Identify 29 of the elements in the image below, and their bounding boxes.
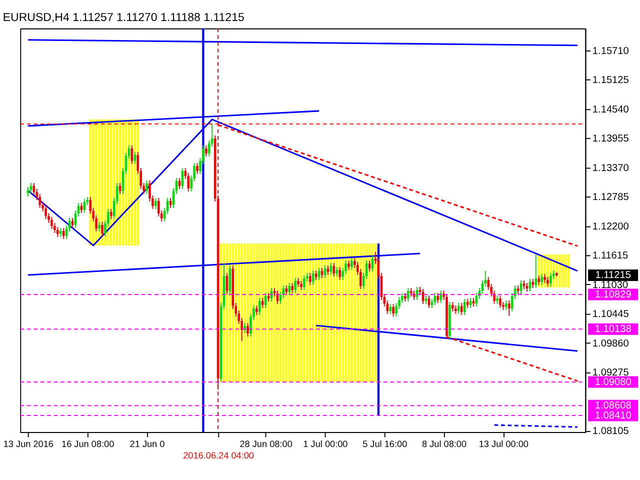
y-tick-label: 1.12200 bbox=[592, 221, 630, 232]
text: 1.11215 bbox=[595, 270, 632, 282]
ref-line-label: 1.08410 bbox=[594, 410, 632, 422]
y-tick-label: 1.10445 bbox=[592, 309, 630, 320]
y-tick-label: 1.12785 bbox=[592, 192, 630, 204]
x-tick-label: 21 Jun 0 bbox=[130, 438, 165, 449]
x-tick-label: 13 Jul 00:00 bbox=[478, 438, 528, 449]
x-tick-label: 28 Jun 08:00 bbox=[240, 438, 292, 449]
y-tick-label: 1.11030 bbox=[592, 280, 629, 291]
x-tick-label: 5 Jul 16:00 bbox=[362, 438, 408, 449]
y-tick-label: 1.14540 bbox=[592, 104, 630, 116]
y-tick-label: 1.11615 bbox=[592, 250, 629, 262]
y-tick-label: 1.15125 bbox=[592, 75, 630, 86]
y-tick-label: 1.13955 bbox=[592, 134, 630, 145]
x-tick-label: 13 Jun 2016 bbox=[3, 438, 54, 449]
y-tick-label: 1.15710 bbox=[592, 46, 630, 57]
ref-line-label: 1.09080 bbox=[594, 376, 632, 388]
ref-line-label: 1.10138 bbox=[594, 324, 632, 335]
y-tick-label: 1.13370 bbox=[592, 162, 630, 174]
ref-line-label: 1.10829 bbox=[594, 289, 632, 300]
x-tick-label: 8 Jul 08:00 bbox=[422, 438, 467, 449]
x-tick-label: 1 Jul 00:00 bbox=[303, 438, 348, 449]
ref-line-label: 1.08608 bbox=[594, 400, 632, 412]
y-tick-label: 1.09860 bbox=[592, 338, 630, 350]
x-tick-label: 16 Jun 08:00 bbox=[61, 438, 114, 449]
x-tick-label: 2016.06.24 04:00 bbox=[183, 450, 254, 460]
y-tick-label: 1.08105 bbox=[592, 426, 630, 438]
y-tick-label: 1.09275 bbox=[592, 368, 630, 379]
chart-title: EURUSD,H4 1.11257 1.11270 1.11188 1.11215 bbox=[2, 12, 244, 24]
